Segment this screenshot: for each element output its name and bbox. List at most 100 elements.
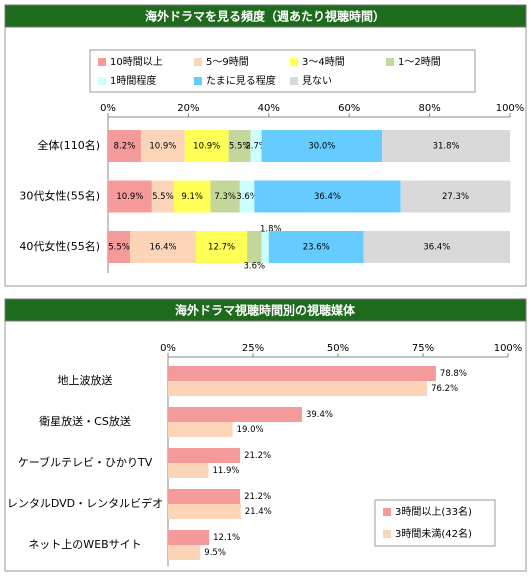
value-label: 76.2% — [431, 384, 458, 394]
title-bar — [4, 4, 527, 28]
bar — [261, 231, 269, 263]
category-label: 地上波放送 — [58, 373, 113, 387]
value-label: 39.4% — [306, 410, 333, 420]
value-label: 5.5% — [152, 192, 174, 202]
legend-swatch — [383, 530, 391, 538]
bar — [151, 180, 174, 213]
bar — [268, 231, 364, 263]
category-label: 30代女性(55名) — [19, 189, 100, 203]
bar — [168, 381, 428, 396]
value-label: 21.2% — [244, 451, 271, 461]
bar — [168, 448, 241, 463]
bar — [184, 130, 229, 162]
category-label: 全体(110名) — [37, 138, 100, 152]
category-label: 40代女性(55名) — [19, 239, 100, 253]
legend-swatch — [98, 77, 106, 85]
value-label: 36.4% — [314, 192, 341, 202]
legend-label: 1時間程度 — [110, 74, 156, 87]
value-label: 31.8% — [433, 142, 460, 152]
legend-label: 見ない — [302, 75, 332, 87]
value-label: 5.5% — [108, 243, 130, 253]
category-label: 衛星放送・CS放送 — [39, 414, 131, 428]
bar — [168, 422, 233, 437]
chart-title: 海外ドラマを見る頻度（週あたり視聴時間） — [145, 9, 385, 24]
bar — [168, 407, 302, 422]
value-label: 9.1% — [181, 192, 203, 202]
x-tick-label: 25% — [242, 343, 264, 354]
x-tick-label: 0% — [160, 343, 176, 354]
value-label: 21.2% — [244, 492, 271, 502]
bar — [382, 130, 510, 162]
bar — [108, 130, 141, 162]
value-label: 1.8% — [260, 225, 282, 235]
value-label: 3.6% — [244, 262, 266, 272]
legend-swatch — [194, 77, 202, 85]
value-label: 12.7% — [208, 243, 235, 253]
bar — [261, 130, 383, 162]
legend-swatch — [194, 58, 202, 66]
bar — [140, 130, 185, 162]
bar — [400, 180, 511, 213]
bar — [196, 231, 248, 263]
legend-label: 1～2時間 — [398, 56, 441, 68]
value-label: 19.0% — [237, 425, 264, 435]
x-tick-label: 20% — [177, 103, 199, 114]
bar — [210, 180, 240, 213]
legend-swatch — [98, 58, 106, 66]
bar — [250, 130, 262, 162]
legend-label: 3～4時間 — [302, 56, 345, 68]
legend-box — [89, 49, 476, 93]
category-label: ネット上のWEBサイト — [28, 538, 141, 551]
value-label: 3.6% — [236, 192, 258, 202]
x-tick-label: 50% — [327, 343, 349, 354]
value-label: 12.1% — [213, 533, 240, 543]
x-tick-label: 0% — [100, 103, 116, 114]
value-label: 11.9% — [212, 466, 239, 476]
bar — [228, 130, 251, 162]
title-bar — [4, 298, 527, 322]
bar — [168, 366, 436, 381]
category-label: レンタルDVD・レンタルビデオ — [7, 496, 163, 510]
x-tick-label: 100% — [496, 103, 525, 114]
bar — [239, 180, 255, 213]
bar — [254, 180, 401, 213]
value-label: 21.4% — [245, 507, 272, 517]
value-label: 9.5% — [204, 548, 226, 558]
bar — [108, 180, 152, 213]
x-tick-label: 80% — [418, 103, 440, 114]
bar — [363, 231, 510, 263]
value-label: 27.3% — [442, 192, 469, 202]
bar — [168, 530, 210, 545]
value-label: 36.4% — [423, 243, 450, 253]
value-label: 2.7% — [245, 142, 267, 152]
value-label: 23.6% — [303, 243, 330, 253]
legend-label: 5～9時間 — [206, 56, 249, 68]
legend-swatch — [290, 77, 298, 85]
x-tick-label: 100% — [494, 343, 523, 354]
legend-box — [374, 499, 496, 547]
category-label: ケーブルテレビ・ひかりTV — [18, 455, 153, 469]
bar — [108, 231, 131, 263]
bar — [168, 545, 201, 560]
bar — [130, 231, 197, 263]
value-label: 8.2% — [114, 142, 136, 152]
value-label: 78.8% — [440, 369, 467, 379]
x-tick-label: 75% — [412, 343, 434, 354]
legend-swatch — [386, 58, 394, 66]
legend-label: たまに見る程度 — [206, 74, 276, 87]
value-label: 10.9% — [193, 142, 220, 152]
legend-label: 3時間未満(42名) — [395, 527, 472, 540]
legend-swatch — [383, 508, 391, 516]
chart-title: 海外ドラマ視聴時間別の視聴媒体 — [175, 303, 356, 318]
value-label: 16.4% — [150, 243, 177, 253]
value-label: 7.3% — [214, 192, 236, 202]
value-label: 10.9% — [149, 142, 176, 152]
bar — [173, 180, 211, 213]
value-label: 30.0% — [308, 142, 335, 152]
legend-swatch — [290, 58, 298, 66]
bar — [168, 489, 241, 504]
legend-label: 3時間以上(33名) — [395, 505, 472, 518]
bar — [168, 463, 209, 478]
x-tick-label: 60% — [338, 103, 360, 114]
